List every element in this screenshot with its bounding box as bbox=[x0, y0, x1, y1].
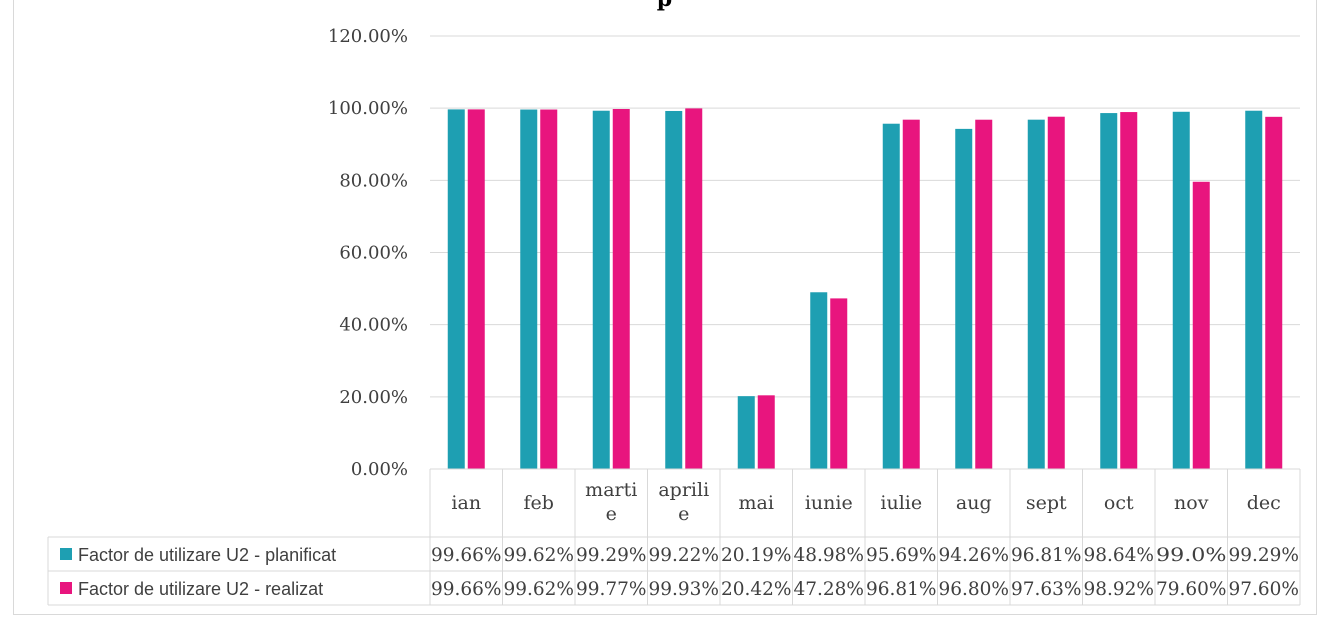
data-label: 99.62% bbox=[504, 545, 575, 566]
bar bbox=[467, 109, 485, 470]
bar bbox=[757, 395, 775, 469]
data-label: 99.22% bbox=[649, 545, 720, 566]
data-label: 99.0% bbox=[1156, 545, 1227, 566]
legend-label: Factor de utilizare U2 - planificat bbox=[78, 545, 336, 565]
bar bbox=[1192, 181, 1210, 469]
data-label: 97.63% bbox=[1011, 579, 1082, 600]
data-label: 95.69% bbox=[866, 545, 937, 566]
data-label: 99.66% bbox=[431, 545, 502, 566]
category-label: oct bbox=[1104, 492, 1134, 514]
legend-swatch bbox=[60, 548, 72, 560]
category-label: e bbox=[606, 503, 617, 525]
data-label: 98.64% bbox=[1084, 545, 1155, 566]
y-tick-label: 120.00% bbox=[328, 26, 408, 47]
y-tick-label: 0.00% bbox=[351, 459, 408, 480]
bar bbox=[955, 128, 973, 470]
data-label: 96.81% bbox=[1011, 545, 1082, 566]
bar bbox=[520, 109, 538, 469]
category-label: feb bbox=[524, 492, 554, 514]
category-label: aprili bbox=[658, 479, 709, 501]
y-tick-label: 60.00% bbox=[339, 243, 408, 264]
category-label: e bbox=[678, 503, 689, 525]
bar bbox=[1265, 116, 1283, 470]
data-label: 97.60% bbox=[1229, 579, 1300, 600]
data-label: 20.19% bbox=[721, 545, 792, 566]
data-label: 48.98% bbox=[794, 545, 865, 566]
bar bbox=[882, 123, 900, 470]
data-label: 99.29% bbox=[576, 545, 647, 566]
legend-swatch bbox=[60, 582, 72, 594]
y-tick-label: 100.00% bbox=[328, 98, 408, 119]
bar bbox=[540, 109, 558, 469]
bar bbox=[1027, 119, 1045, 470]
bar bbox=[685, 108, 703, 469]
data-label: 96.80% bbox=[939, 579, 1010, 600]
category-label: dec bbox=[1247, 492, 1281, 514]
y-tick-label: 80.00% bbox=[339, 170, 408, 191]
bar bbox=[1245, 110, 1263, 470]
bar bbox=[592, 110, 610, 470]
data-label: 99.29% bbox=[1229, 545, 1300, 566]
data-label: 99.77% bbox=[576, 579, 647, 600]
bar bbox=[1120, 112, 1138, 470]
chart-frame bbox=[13, 0, 1317, 615]
data-label: 20.42% bbox=[721, 579, 792, 600]
category-label: iulie bbox=[880, 492, 922, 514]
bar bbox=[1172, 111, 1190, 470]
legend-label: Factor de utilizare U2 - realizat bbox=[78, 579, 323, 599]
data-label: 99.62% bbox=[504, 579, 575, 600]
y-tick-label: 40.00% bbox=[339, 315, 408, 336]
data-label: 94.26% bbox=[939, 545, 1010, 566]
y-tick-label: 20.00% bbox=[339, 387, 408, 408]
data-label: 79.60% bbox=[1156, 579, 1227, 600]
category-label: nov bbox=[1174, 492, 1209, 514]
bar bbox=[447, 109, 465, 470]
bar bbox=[612, 108, 630, 469]
bar bbox=[902, 119, 920, 470]
category-label: ian bbox=[451, 492, 481, 514]
bar bbox=[1100, 113, 1118, 469]
bar bbox=[737, 396, 755, 469]
chart-title: p bbox=[0, 0, 1329, 12]
bar bbox=[830, 298, 848, 469]
data-label: 96.81% bbox=[866, 579, 937, 600]
category-label: marti bbox=[585, 479, 637, 501]
category-label: mai bbox=[739, 492, 774, 514]
category-label: iunie bbox=[805, 492, 853, 514]
category-label: aug bbox=[956, 492, 992, 514]
data-label: 47.28% bbox=[794, 579, 865, 600]
bar bbox=[975, 119, 993, 470]
bar bbox=[810, 292, 828, 469]
data-label: 98.92% bbox=[1084, 579, 1155, 600]
bar bbox=[1047, 116, 1065, 469]
bar bbox=[665, 110, 683, 469]
data-label: 99.66% bbox=[431, 579, 502, 600]
data-label: 99.93% bbox=[649, 579, 720, 600]
category-label: sept bbox=[1026, 492, 1067, 514]
